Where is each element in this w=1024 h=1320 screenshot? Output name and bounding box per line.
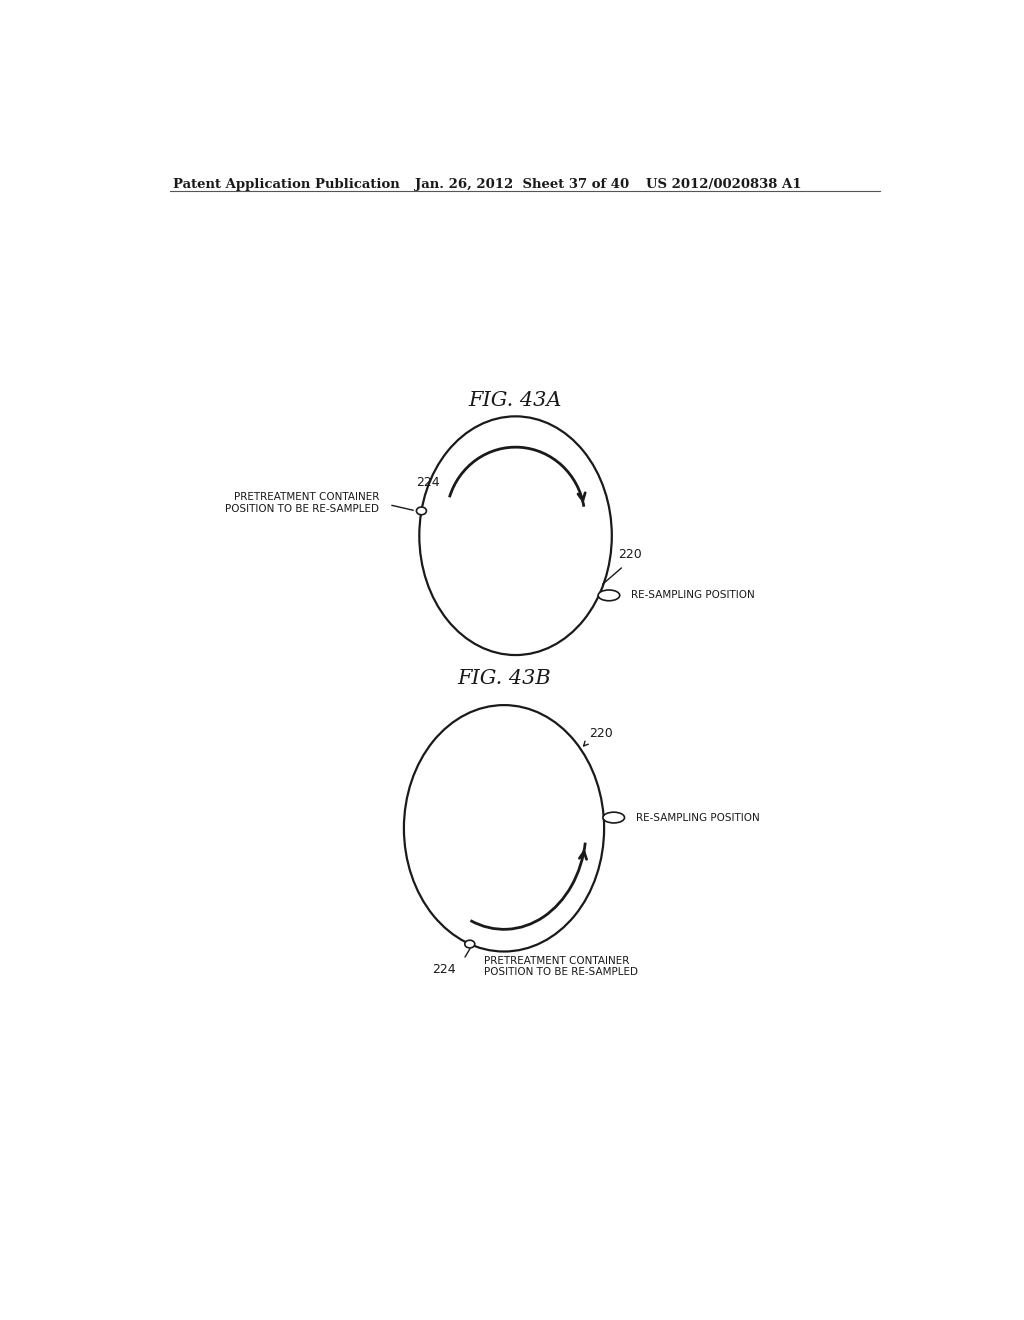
Text: 224: 224	[416, 477, 439, 490]
Ellipse shape	[417, 507, 426, 515]
Text: US 2012/0020838 A1: US 2012/0020838 A1	[646, 178, 802, 190]
Text: 220: 220	[589, 726, 612, 739]
Text: 220: 220	[617, 548, 642, 561]
Ellipse shape	[603, 812, 625, 822]
Text: PRETREATMENT CONTAINER
POSITION TO BE RE-SAMPLED: PRETREATMENT CONTAINER POSITION TO BE RE…	[225, 492, 379, 513]
Text: RE-SAMPLING POSITION: RE-SAMPLING POSITION	[631, 590, 755, 601]
Text: 224: 224	[432, 964, 456, 977]
Text: PRETREATMENT CONTAINER
POSITION TO BE RE-SAMPLED: PRETREATMENT CONTAINER POSITION TO BE RE…	[483, 956, 638, 977]
Ellipse shape	[598, 590, 620, 601]
Text: Patent Application Publication: Patent Application Publication	[173, 178, 399, 190]
Text: Jan. 26, 2012  Sheet 37 of 40: Jan. 26, 2012 Sheet 37 of 40	[416, 178, 630, 190]
Text: FIG. 43B: FIG. 43B	[457, 669, 551, 688]
Text: FIG. 43A: FIG. 43A	[469, 392, 562, 411]
Ellipse shape	[465, 940, 475, 948]
Text: RE-SAMPLING POSITION: RE-SAMPLING POSITION	[636, 813, 760, 822]
